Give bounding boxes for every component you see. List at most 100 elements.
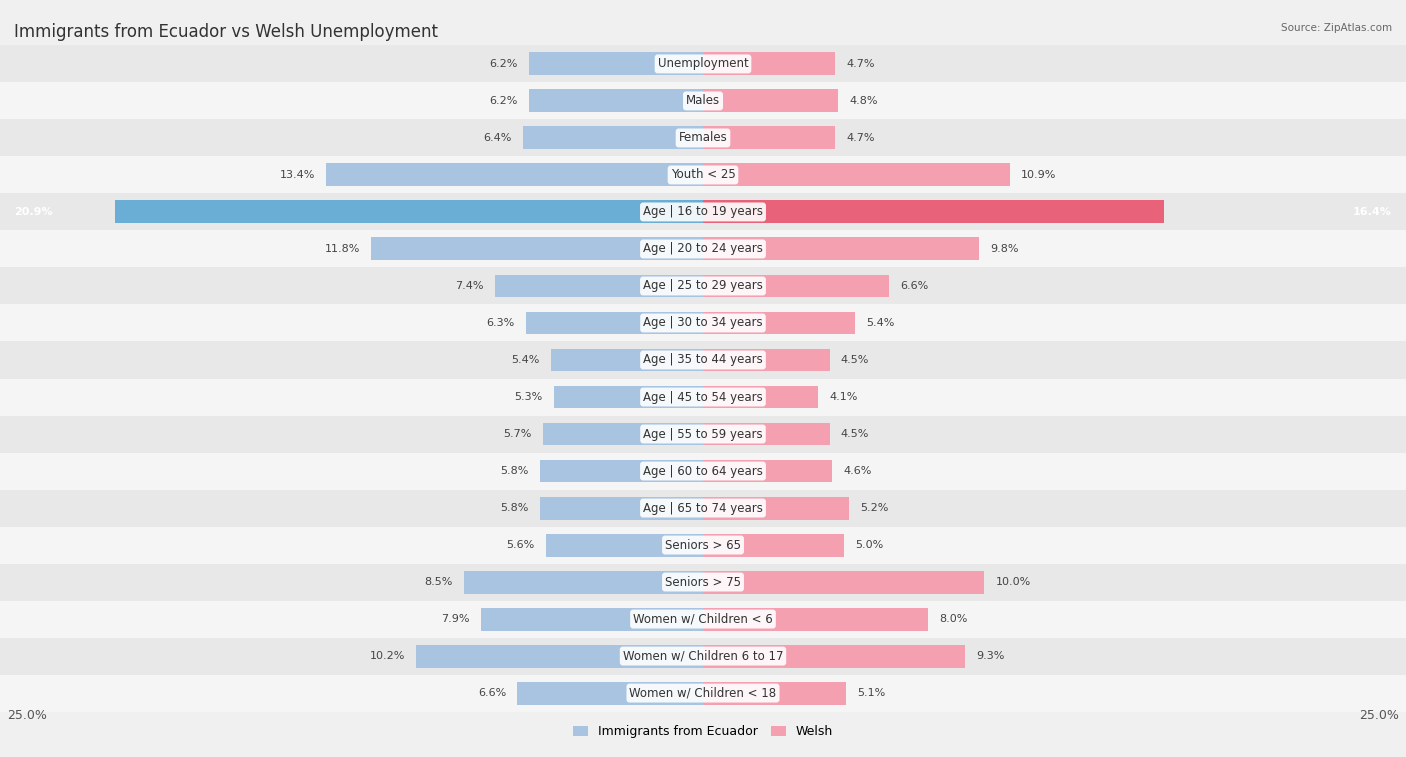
Bar xyxy=(0,527,1406,563)
Text: 5.8%: 5.8% xyxy=(501,466,529,476)
Text: 6.6%: 6.6% xyxy=(900,281,928,291)
Text: 4.8%: 4.8% xyxy=(849,96,877,106)
Bar xyxy=(0,600,1406,637)
Bar xyxy=(464,571,703,593)
Text: 4.5%: 4.5% xyxy=(841,429,869,439)
Bar xyxy=(0,490,1406,527)
Bar xyxy=(703,312,855,335)
Text: 10.2%: 10.2% xyxy=(370,651,405,661)
Text: 11.8%: 11.8% xyxy=(325,244,360,254)
Bar xyxy=(703,201,1164,223)
Text: Seniors > 65: Seniors > 65 xyxy=(665,538,741,552)
Bar xyxy=(543,422,703,445)
Bar xyxy=(115,201,703,223)
Text: Age | 45 to 54 years: Age | 45 to 54 years xyxy=(643,391,763,403)
Bar xyxy=(0,45,1406,83)
Text: 6.2%: 6.2% xyxy=(489,59,517,69)
Bar xyxy=(703,126,835,149)
Text: Women w/ Children 6 to 17: Women w/ Children 6 to 17 xyxy=(623,650,783,662)
Text: 5.7%: 5.7% xyxy=(503,429,531,439)
Bar xyxy=(703,238,979,260)
Text: 25.0%: 25.0% xyxy=(7,709,46,722)
Text: 7.9%: 7.9% xyxy=(441,614,470,624)
Text: 10.0%: 10.0% xyxy=(995,577,1031,587)
Text: 10.9%: 10.9% xyxy=(1021,170,1056,180)
Text: 5.8%: 5.8% xyxy=(501,503,529,513)
Bar xyxy=(703,534,844,556)
Bar xyxy=(703,645,965,668)
Text: 5.3%: 5.3% xyxy=(515,392,543,402)
Text: 5.4%: 5.4% xyxy=(866,318,894,328)
Bar xyxy=(703,608,928,631)
Bar xyxy=(703,459,832,482)
Bar xyxy=(0,194,1406,230)
Text: 9.3%: 9.3% xyxy=(976,651,1004,661)
Bar xyxy=(540,459,703,482)
Text: Seniors > 75: Seniors > 75 xyxy=(665,575,741,588)
Text: Males: Males xyxy=(686,95,720,107)
Bar xyxy=(0,378,1406,416)
Bar xyxy=(703,89,838,112)
Bar xyxy=(703,681,846,705)
Text: 9.8%: 9.8% xyxy=(990,244,1018,254)
Bar xyxy=(0,83,1406,120)
Bar xyxy=(0,453,1406,490)
Text: 4.7%: 4.7% xyxy=(846,133,875,143)
Text: 5.6%: 5.6% xyxy=(506,540,534,550)
Bar xyxy=(703,422,830,445)
Bar xyxy=(703,348,830,372)
Bar xyxy=(526,312,703,335)
Bar xyxy=(0,304,1406,341)
Bar xyxy=(0,230,1406,267)
Text: Unemployment: Unemployment xyxy=(658,58,748,70)
Text: Youth < 25: Youth < 25 xyxy=(671,169,735,182)
Bar xyxy=(495,275,703,298)
Text: Age | 20 to 24 years: Age | 20 to 24 years xyxy=(643,242,763,255)
Text: 5.4%: 5.4% xyxy=(512,355,540,365)
Text: 8.5%: 8.5% xyxy=(425,577,453,587)
Bar xyxy=(703,164,1010,186)
Bar xyxy=(0,341,1406,378)
Text: 8.0%: 8.0% xyxy=(939,614,967,624)
Bar xyxy=(0,157,1406,194)
Text: 5.1%: 5.1% xyxy=(858,688,886,698)
Text: Females: Females xyxy=(679,132,727,145)
Text: 4.7%: 4.7% xyxy=(846,59,875,69)
Bar xyxy=(371,238,703,260)
Bar xyxy=(554,385,703,409)
Bar xyxy=(546,534,703,556)
Bar xyxy=(523,126,703,149)
Bar xyxy=(529,52,703,76)
Text: Source: ZipAtlas.com: Source: ZipAtlas.com xyxy=(1281,23,1392,33)
Text: 25.0%: 25.0% xyxy=(1360,709,1399,722)
Bar xyxy=(0,416,1406,453)
Text: Women w/ Children < 18: Women w/ Children < 18 xyxy=(630,687,776,699)
Text: Age | 30 to 34 years: Age | 30 to 34 years xyxy=(643,316,763,329)
Bar xyxy=(703,571,984,593)
Text: 4.6%: 4.6% xyxy=(844,466,872,476)
Text: 20.9%: 20.9% xyxy=(14,207,52,217)
Text: 5.0%: 5.0% xyxy=(855,540,883,550)
Text: Age | 16 to 19 years: Age | 16 to 19 years xyxy=(643,205,763,219)
Bar xyxy=(326,164,703,186)
Text: Immigrants from Ecuador vs Welsh Unemployment: Immigrants from Ecuador vs Welsh Unemplo… xyxy=(14,23,439,41)
Bar xyxy=(529,89,703,112)
Text: Age | 60 to 64 years: Age | 60 to 64 years xyxy=(643,465,763,478)
Legend: Immigrants from Ecuador, Welsh: Immigrants from Ecuador, Welsh xyxy=(568,720,838,743)
Bar xyxy=(481,608,703,631)
Bar xyxy=(0,563,1406,600)
Bar xyxy=(540,497,703,519)
Bar xyxy=(0,120,1406,157)
Text: Age | 55 to 59 years: Age | 55 to 59 years xyxy=(643,428,763,441)
Bar xyxy=(703,385,818,409)
Text: Age | 65 to 74 years: Age | 65 to 74 years xyxy=(643,502,763,515)
Text: 7.4%: 7.4% xyxy=(456,281,484,291)
Text: 4.1%: 4.1% xyxy=(830,392,858,402)
Bar xyxy=(0,674,1406,712)
Text: 5.2%: 5.2% xyxy=(860,503,889,513)
Text: 6.4%: 6.4% xyxy=(484,133,512,143)
Bar xyxy=(517,681,703,705)
Text: 13.4%: 13.4% xyxy=(280,170,315,180)
Bar xyxy=(0,267,1406,304)
Text: 6.2%: 6.2% xyxy=(489,96,517,106)
